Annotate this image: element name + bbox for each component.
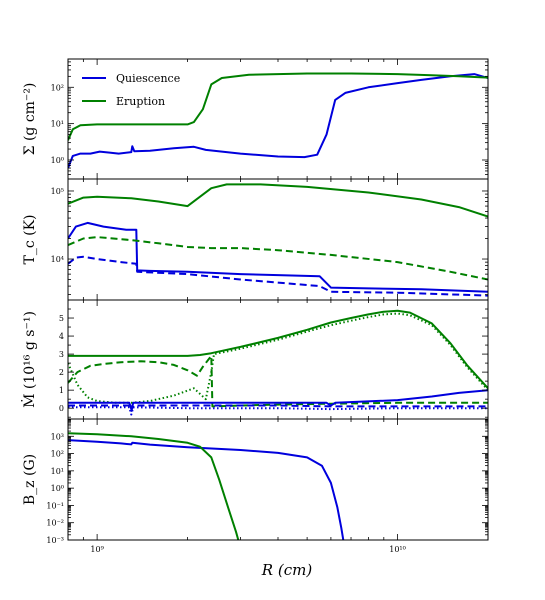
series-eruption-solid-line (68, 72, 488, 141)
panel-4: 10⁻³ 10⁻² 10⁻¹ 10⁰ 10¹ 10² 10³ B_z (G) (22, 418, 489, 545)
panel-frame (67, 299, 489, 420)
x-tick-label: 10¹⁰ (389, 545, 406, 554)
y-tick-label: 10⁻¹ (46, 501, 64, 510)
legend-label-eruption: Eruption (116, 95, 165, 108)
x-axis-label: R (cm) (261, 561, 313, 579)
series-quiescence-dashed-line (68, 404, 488, 412)
series-eruption-dotted-line (68, 312, 488, 404)
y-tick-label: 10⁻³ (46, 536, 64, 545)
y-tick-label: 0 (59, 404, 64, 413)
x-tick-label: 10⁹ (90, 545, 104, 554)
panel-1: 10⁰ 10¹ 10² Σ (g cm⁻²) Quiescence Eruption (22, 58, 489, 180)
panel-2: 10⁴ 10⁵ T_c (K) (22, 178, 489, 301)
y-axis-label: B_z (G) (22, 454, 38, 505)
y-tick-label: 4 (59, 332, 64, 341)
y-tick-label: 10⁻² (46, 519, 64, 528)
series-quiescence-solid-line (68, 439, 345, 540)
legend: Quiescence Eruption (82, 72, 180, 108)
series-quiescence-solid-line (68, 389, 488, 411)
series-quiescence-solid-line (68, 221, 488, 293)
series-quiescence-dashed-line (68, 255, 488, 297)
y-tick-label: 10² (51, 450, 64, 459)
y-tick-label: 10¹ (51, 467, 64, 476)
series-eruption-solid-line (68, 183, 488, 218)
panel-3: 0 1 2 3 4 5 Ṁ (10¹⁶ g s⁻¹) (20, 299, 489, 420)
y-tick-label: 10⁵ (51, 187, 64, 196)
y-tick-label: 10² (51, 83, 64, 92)
series-eruption-dashed-line (68, 354, 488, 408)
y-tick-label: 3 (59, 350, 64, 359)
y-tick-label: 10³ (51, 432, 64, 441)
series-eruption-solid-line (68, 309, 488, 389)
y-axis-label: Ṁ (10¹⁶ g s⁻¹) (20, 311, 38, 408)
y-tick-label: 10⁰ (51, 156, 64, 165)
y-axis-label: T_c (K) (22, 214, 38, 264)
y-tick-label: 1 (59, 386, 64, 395)
y-tick-label: 10⁴ (51, 255, 64, 264)
legend-label-quiescence: Quiescence (116, 72, 180, 85)
y-axis-label: Σ (g cm⁻²) (22, 83, 38, 156)
y-tick-label: 10¹ (51, 120, 64, 129)
series-quiescence-solid-line (68, 73, 488, 169)
series-eruption-dashed-line (68, 236, 488, 281)
series-eruption-solid-line (68, 432, 240, 540)
y-tick-label: 2 (59, 368, 64, 377)
y-tick-label: 5 (59, 314, 64, 323)
y-tick-label: 10⁰ (51, 484, 64, 493)
